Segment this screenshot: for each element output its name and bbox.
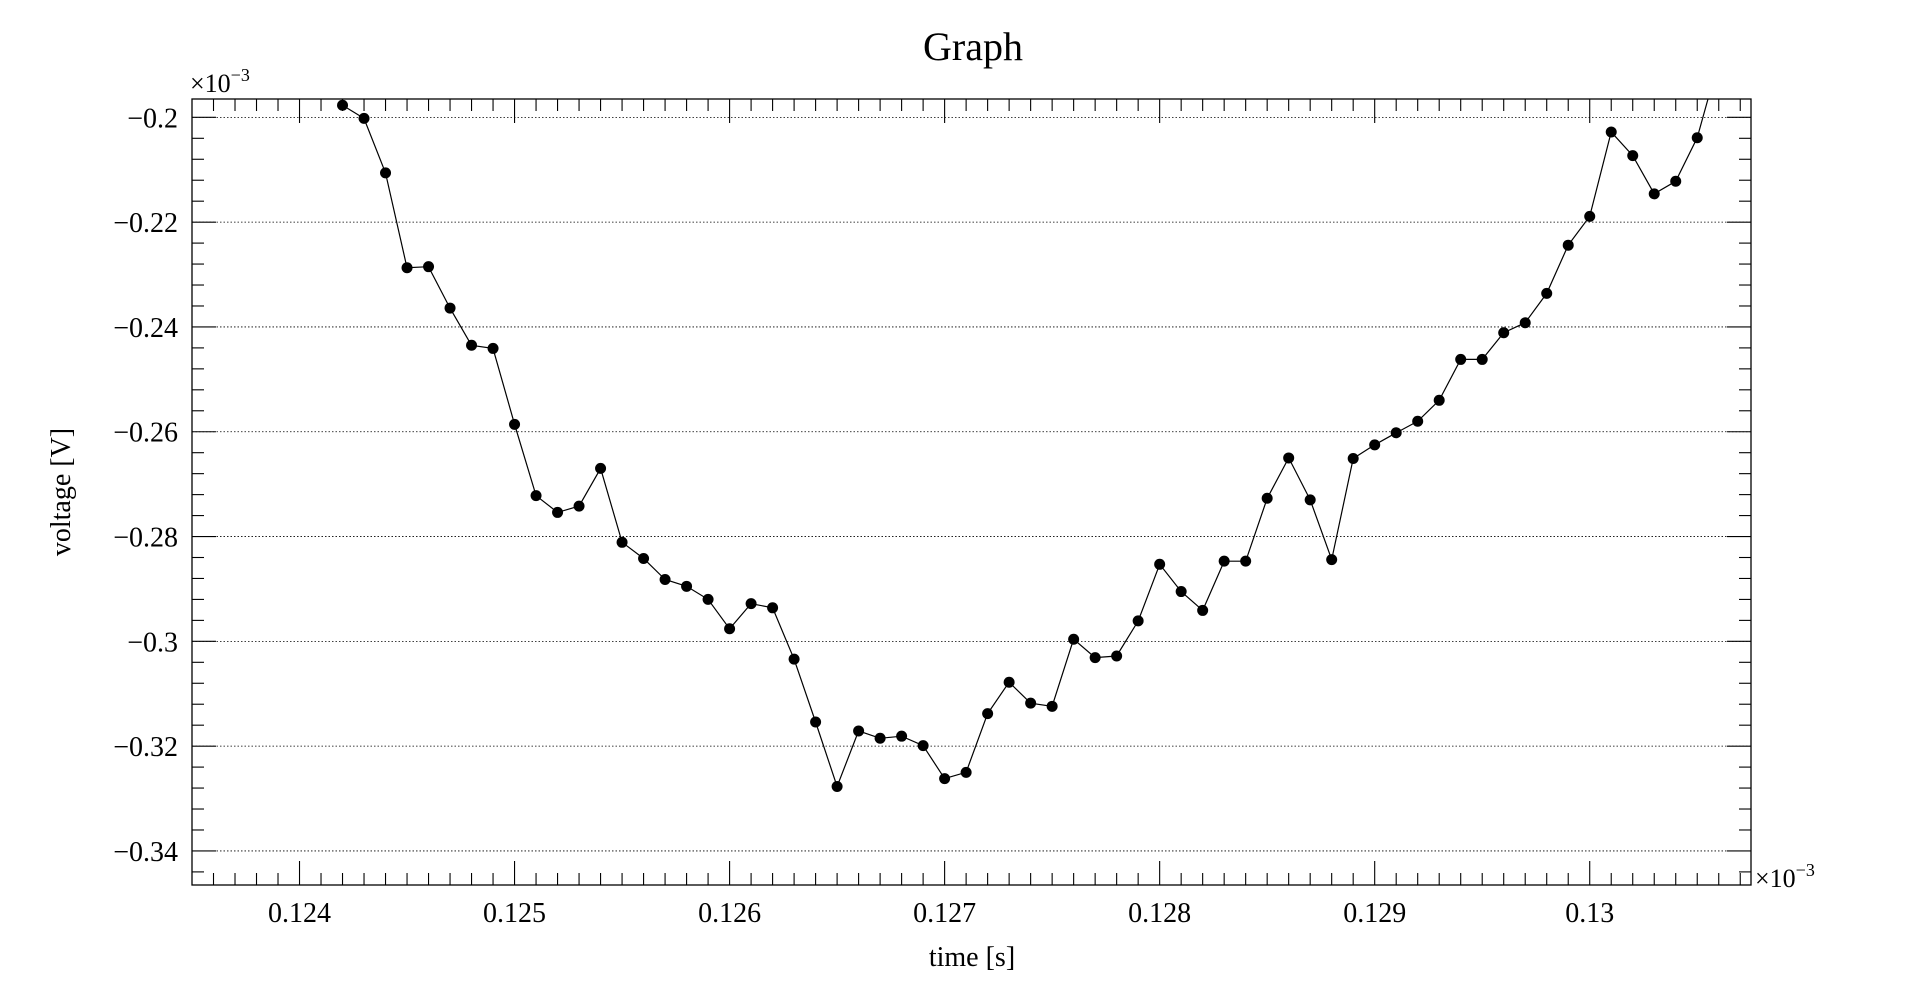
data-point: [1691, 132, 1703, 144]
data-point: [358, 112, 370, 124]
y-gridlines: [192, 116, 1751, 852]
x-tick-label: 0.129: [1343, 898, 1406, 929]
data-point: [1584, 210, 1596, 222]
y-tick-label: −0.32: [113, 732, 178, 763]
data-point: [1541, 287, 1553, 299]
data-point: [1455, 353, 1467, 365]
data-point: [1046, 700, 1058, 712]
data-point: [423, 261, 435, 273]
y-multiplier-exponent: −3: [231, 65, 250, 85]
data-point: [1261, 492, 1273, 504]
data-point: [1412, 415, 1424, 427]
data-point: [960, 766, 972, 778]
data-point: [1648, 188, 1660, 200]
data-point: [1240, 555, 1252, 567]
y-tick-label: −0.24: [113, 313, 178, 344]
data-point: [1605, 126, 1617, 138]
data-point: [1498, 327, 1510, 339]
data-point: [939, 773, 951, 785]
x-tick-label: 0.128: [1128, 898, 1191, 929]
x-multiplier-exponent: −3: [1796, 860, 1815, 880]
data-point: [509, 418, 521, 430]
data-point: [337, 99, 349, 111]
y-tick-label: −0.26: [113, 418, 178, 449]
data-point: [1132, 615, 1144, 627]
y-axis-label: voltage [V]: [46, 428, 77, 556]
y-tick-label: −0.28: [113, 523, 178, 554]
chart-title: Graph: [923, 24, 1023, 69]
x-tick-label: 0.124: [268, 898, 331, 929]
data-point: [1003, 676, 1015, 688]
x-tick-label: 0.125: [483, 898, 546, 929]
data-point: [1519, 317, 1531, 329]
data-point: [1283, 452, 1295, 464]
data-point: [896, 730, 908, 742]
data-point: [724, 623, 736, 635]
data-point: [401, 262, 413, 274]
data-point: [552, 506, 564, 518]
x-tick-label: 0.126: [698, 898, 761, 929]
x-tick-labels: 0.124 0.125 0.126 0.127 0.128 0.129 0.13: [268, 898, 1614, 929]
data-point: [853, 725, 865, 737]
data-point: [917, 740, 929, 752]
data-point: [1154, 558, 1166, 570]
data-point: [659, 574, 671, 586]
data-point: [1562, 239, 1574, 251]
data-point: [1627, 150, 1639, 162]
data-point: [767, 602, 779, 614]
data-point: [1390, 427, 1402, 439]
data-point: [1218, 555, 1230, 567]
x-tick-label: 0.13: [1565, 898, 1614, 929]
data-point: [1089, 652, 1101, 664]
data-point: [1197, 604, 1209, 616]
x-tick-label: 0.127: [913, 898, 976, 929]
data-point: [1369, 439, 1381, 451]
y-tick-label: −0.3: [127, 627, 178, 658]
data-point: [681, 580, 693, 592]
axis-ticks: [192, 99, 1751, 885]
data-point: [745, 598, 757, 610]
y-tick-labels: −0.2 −0.22 −0.24 −0.26 −0.28 −0.3 −0.32 −0.34: [113, 103, 178, 868]
y-multiplier-base: ×10: [190, 69, 231, 98]
data-point: [573, 500, 585, 512]
data-point: [982, 708, 994, 720]
data-point: [638, 553, 650, 565]
data-point: [1476, 353, 1488, 365]
data-point: [874, 732, 886, 744]
data-point: [1111, 650, 1123, 662]
data-point: [1433, 394, 1445, 406]
data-point: [616, 536, 628, 548]
data-point: [1068, 633, 1080, 645]
series-markers: [337, 99, 1703, 792]
data-point: [530, 490, 542, 502]
y-tick-label: −0.34: [113, 837, 178, 868]
data-point: [595, 462, 607, 474]
y-axis-multiplier: ×10−3: [190, 65, 250, 98]
data-point: [788, 653, 800, 665]
data-point: [1670, 175, 1682, 187]
x-axis-multiplier: ×10−3: [1755, 860, 1815, 893]
plot-frame: [191, 98, 1752, 886]
data-point: [1326, 554, 1338, 566]
data-point: [380, 167, 392, 179]
y-tick-label: −0.22: [113, 208, 178, 239]
data-point: [1175, 586, 1187, 598]
data-point: [466, 339, 478, 351]
series-line: [342, 99, 1709, 789]
y-tick-label: −0.2: [127, 103, 178, 134]
data-point: [1347, 452, 1359, 464]
data-point: [810, 716, 822, 728]
data-point: [702, 593, 714, 605]
data-point: [831, 780, 843, 792]
data-point: [1304, 494, 1316, 506]
x-multiplier-base: ×10: [1755, 864, 1796, 893]
data-point: [444, 302, 456, 314]
data-point: [487, 342, 499, 354]
x-axis-label: time [s]: [929, 942, 1015, 973]
data-point: [1025, 697, 1037, 709]
